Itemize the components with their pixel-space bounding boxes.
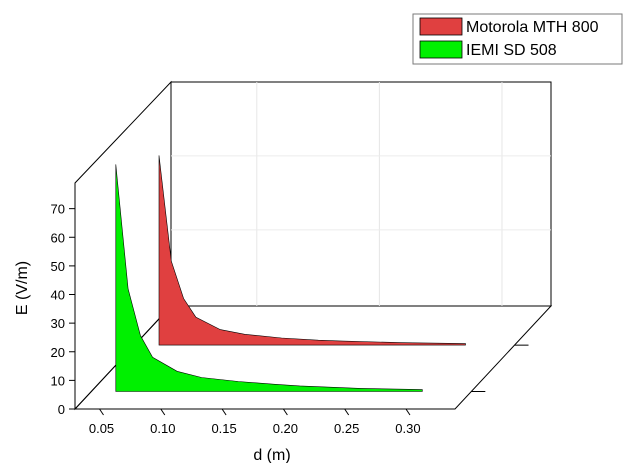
- y-axis-title: E (V/m): [14, 261, 31, 315]
- x-tick-label-4: 0.25: [334, 421, 359, 436]
- legend-swatch-motorola: [419, 17, 463, 36]
- series-areas: [115, 155, 466, 392]
- x-tick-mark-2: [221, 408, 227, 416]
- x-axis-title: d (m): [253, 447, 290, 463]
- grid-lines: [171, 82, 551, 306]
- x-tick-mark-5: [405, 408, 411, 416]
- x-tick-label-0: 0.05: [89, 421, 114, 436]
- y-tick-label-5: 50: [51, 259, 65, 274]
- y-tick-label-4: 40: [51, 288, 65, 303]
- y-tick-label-1: 10: [51, 373, 65, 388]
- x-tick-mark-0: [99, 408, 104, 416]
- y-axis-ticks: 0 10 20 30 40 50 60 70: [51, 202, 75, 417]
- legend-swatch-iemi: [419, 40, 463, 59]
- y-tick-label-2: 20: [51, 345, 65, 360]
- legend-label-iemi: IEMI SD 508: [466, 42, 557, 59]
- x-tick-mark-3: [282, 408, 288, 416]
- series-area-1: [115, 164, 423, 392]
- x-axis-ticks: 0.05 0.10 0.15 0.20 0.25 0.30: [89, 408, 421, 436]
- back-wall: [170, 81, 552, 307]
- x-tick-mark-1: [160, 408, 166, 416]
- x-tick-mark-4: [344, 408, 350, 416]
- y-tick-label-7: 70: [51, 202, 65, 217]
- x-tick-label-5: 0.30: [395, 421, 420, 436]
- y-tick-label-0: 0: [58, 402, 65, 417]
- y-tick-label-3: 30: [51, 316, 65, 331]
- x-tick-label-2: 0.15: [211, 421, 236, 436]
- legend: Motorola MTH 800 IEMI SD 508: [412, 13, 623, 65]
- y-tick-label-6: 60: [51, 230, 65, 245]
- x-tick-label-3: 0.20: [273, 421, 298, 436]
- series-area-0: [158, 155, 466, 346]
- legend-label-motorola: Motorola MTH 800: [466, 19, 599, 36]
- x-tick-label-1: 0.10: [150, 421, 175, 436]
